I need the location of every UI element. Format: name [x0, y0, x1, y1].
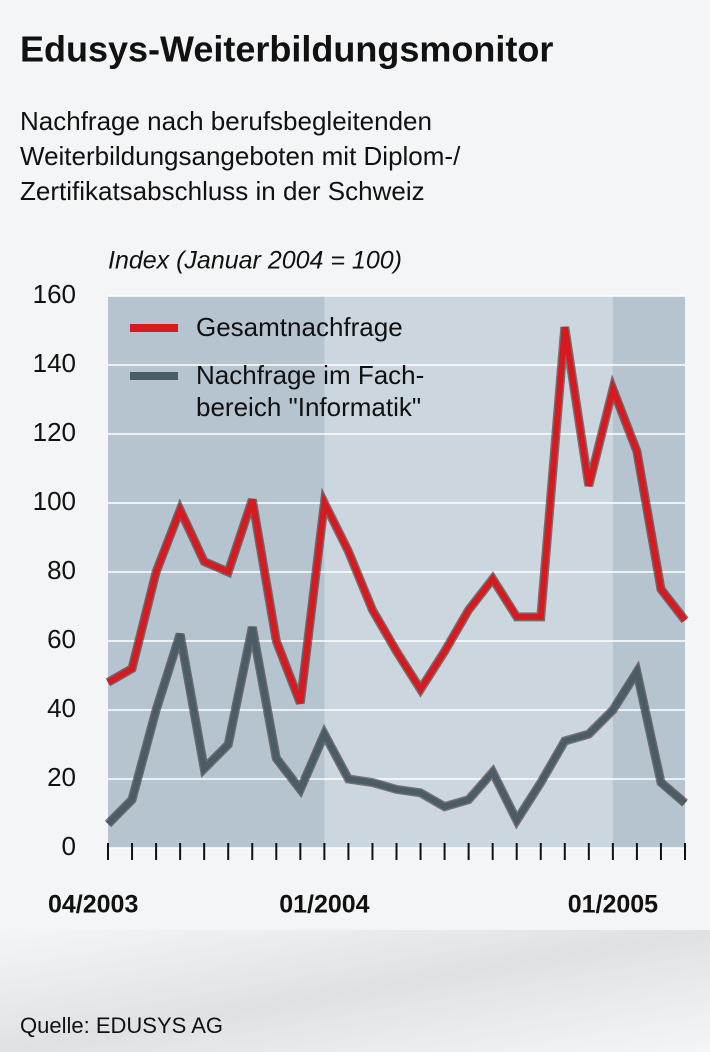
- y-tick-label: 20: [47, 762, 76, 792]
- background-image: [0, 930, 710, 1052]
- x-tick-label: 01/2005: [568, 891, 658, 919]
- y-tick-label: 60: [47, 624, 76, 654]
- y-tick-label: 80: [47, 555, 76, 585]
- y-tick-label: 120: [33, 417, 76, 447]
- x-tick-label: 01/2004: [279, 891, 369, 919]
- line: [105, 626, 687, 827]
- y-tick-label: 160: [33, 279, 76, 309]
- y-tick-label: 100: [33, 486, 76, 516]
- y-tick-label: 140: [33, 348, 76, 378]
- y-tick-label: 0: [62, 831, 76, 861]
- chart-title: Edusys-Weiterbildungsmonitor: [20, 29, 553, 70]
- y-axis-label: Index (Januar 2004 = 100): [108, 247, 402, 275]
- legend-label: Nachfrage im Fach- bereich "Informatik": [196, 360, 425, 422]
- legend-label: Gesamtnachfrage: [196, 312, 403, 342]
- source: Quelle: EDUSYS AG: [20, 1013, 223, 1038]
- line: [106, 326, 688, 705]
- y-tick-label: 40: [47, 693, 76, 723]
- subtitle: Nachfrage nach berufsbegleitenden Weiter…: [20, 106, 461, 206]
- x-tick-label: 04/2003: [48, 891, 138, 919]
